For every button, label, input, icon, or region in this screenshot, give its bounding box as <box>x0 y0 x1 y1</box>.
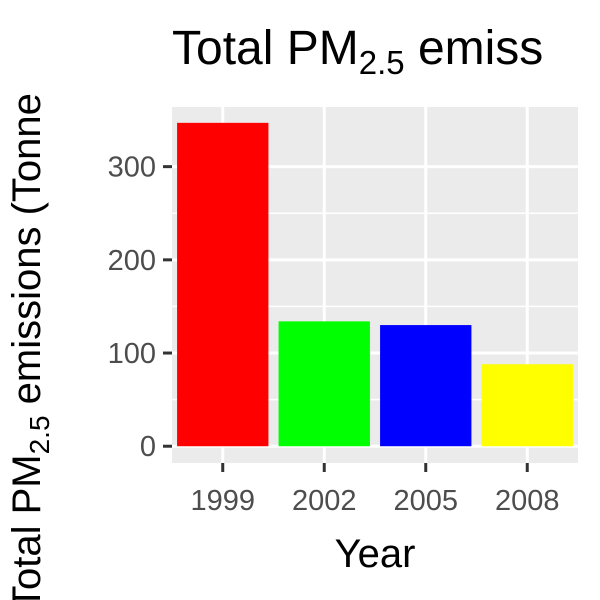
x-tick-label: 1999 <box>190 485 255 517</box>
bar-1999 <box>177 122 269 447</box>
y-axis-ticks: 0 100 200 300 <box>108 152 172 463</box>
y-tick-label: 0 <box>140 431 156 463</box>
chart-title-subscript: 2.5 <box>359 44 405 81</box>
x-tick-label: 2002 <box>292 485 357 517</box>
x-axis-title: Year <box>335 532 416 576</box>
bar-2002 <box>278 321 370 447</box>
x-tick-label: 2005 <box>393 485 458 517</box>
x-tick-label: 2008 <box>495 485 560 517</box>
chart-title: Total PM2.5 emiss <box>172 22 543 81</box>
bar-2008 <box>481 364 573 447</box>
y-axis-title: Total PM2.5 emissions (Tonne <box>5 93 55 600</box>
y-tick-label: 300 <box>108 152 156 184</box>
x-axis-ticks: 1999 2002 2005 2008 <box>190 463 560 517</box>
bars <box>177 122 573 447</box>
y-tick-label: 200 <box>108 245 156 277</box>
y-tick-label: 100 <box>108 338 156 370</box>
bar-2005 <box>380 325 472 447</box>
y-axis-title-subscript: 2.5 <box>24 415 55 454</box>
